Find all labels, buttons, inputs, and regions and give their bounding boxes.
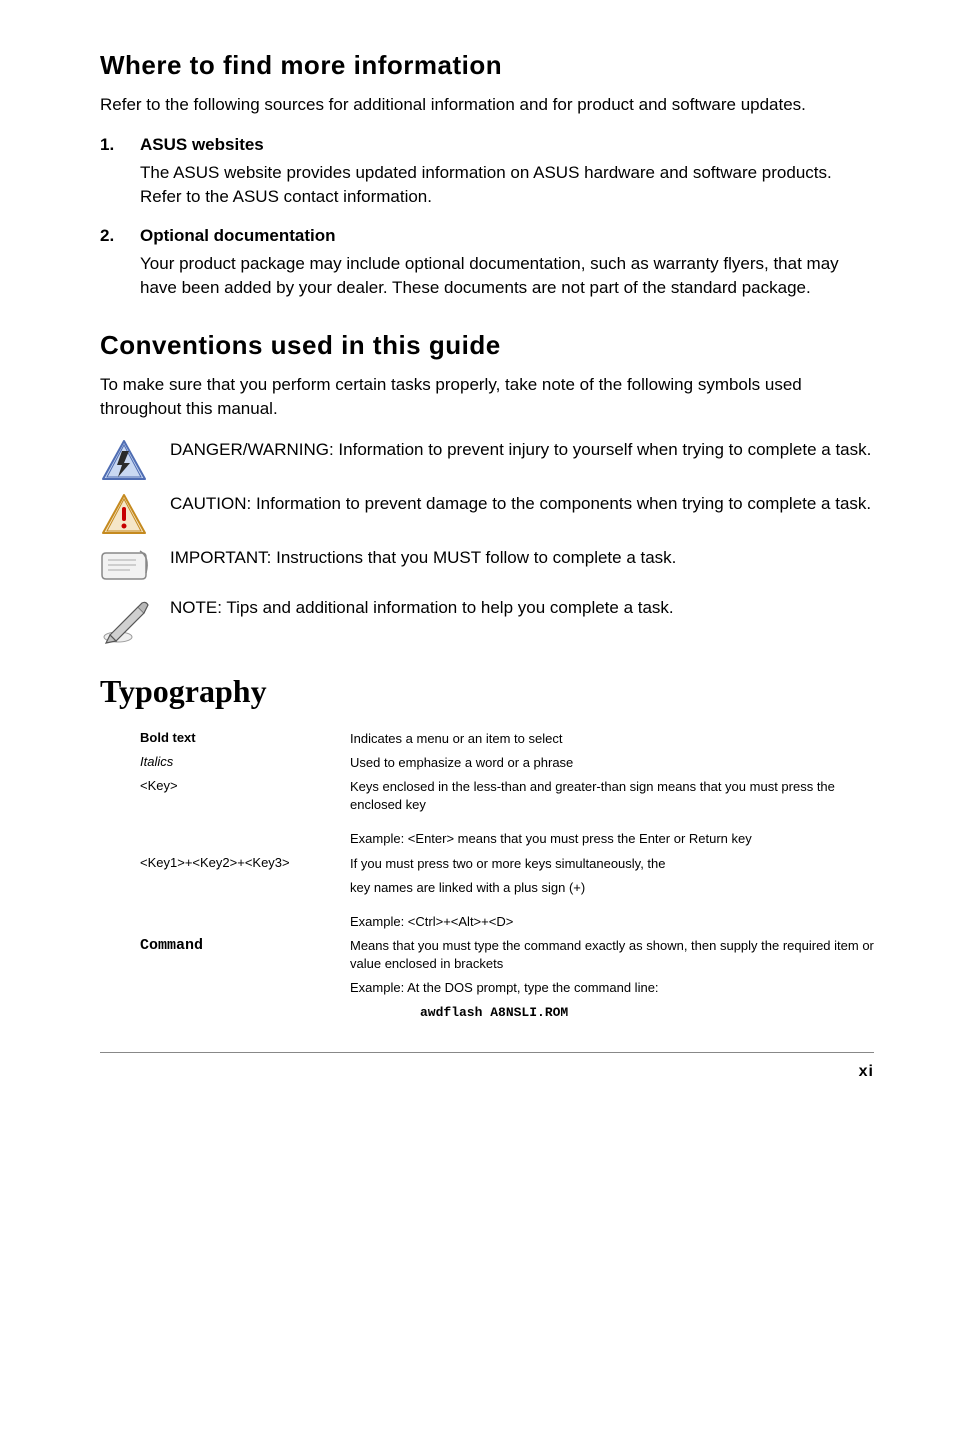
convention-row-caution: CAUTION: Information to prevent damage t… <box>100 493 874 537</box>
typography-table: Bold text Indicates a menu or an item to… <box>140 730 874 1022</box>
typo-label: Command <box>140 937 350 973</box>
heading-where: Where to find more information <box>100 50 874 81</box>
important-icon <box>100 547 170 587</box>
caution-icon <box>100 493 170 537</box>
item-title: Optional documentation <box>140 226 336 246</box>
convention-text: NOTE: Tips and additional information to… <box>170 597 874 620</box>
typo-row-command: Command Means that you must type the com… <box>140 937 874 973</box>
typo-desc: Example: <Enter> means that you must pre… <box>350 830 874 848</box>
footer-divider <box>100 1052 874 1053</box>
typo-label: Italics <box>140 754 350 772</box>
typo-desc: Example: <Ctrl>+<Alt>+<D> <box>350 913 874 931</box>
item-body: The ASUS website provides updated inform… <box>140 161 874 209</box>
item-num: 1. <box>100 135 140 155</box>
heading-conventions: Conventions used in this guide <box>100 330 874 361</box>
typo-label: Bold text <box>140 730 350 748</box>
typo-row-command-example: Example: At the DOS prompt, type the com… <box>140 979 874 997</box>
typo-desc: Indicates a menu or an item to select <box>350 730 874 748</box>
typo-desc: Used to emphasize a word or a phrase <box>350 754 874 772</box>
typo-label: <Key> <box>140 778 350 814</box>
typo-desc: Keys enclosed in the less-than and great… <box>350 778 874 814</box>
section-where: Where to find more information Refer to … <box>100 50 874 300</box>
typo-row-key: <Key> Keys enclosed in the less-than and… <box>140 778 874 814</box>
typo-desc: key names are linked with a plus sign (+… <box>350 879 874 897</box>
typo-code: awdflash A8NSLI.ROM <box>420 1004 874 1022</box>
convention-row-danger: DANGER/WARNING: Information to prevent i… <box>100 439 874 483</box>
typo-row-combo-example: Example: <Ctrl>+<Alt>+<D> <box>140 913 874 931</box>
typo-desc: Example: At the DOS prompt, type the com… <box>350 979 874 997</box>
heading-typography: Typography <box>100 673 874 710</box>
numbered-item-1: 1. ASUS websites <box>100 135 874 155</box>
convention-text: DANGER/WARNING: Information to prevent i… <box>170 439 874 462</box>
typo-label: <Key1>+<Key2>+<Key3> <box>140 855 350 873</box>
typo-row-bold: Bold text Indicates a menu or an item to… <box>140 730 874 748</box>
typo-row-combo2: key names are linked with a plus sign (+… <box>140 879 874 897</box>
convention-text: CAUTION: Information to prevent damage t… <box>170 493 874 516</box>
intro-conventions: To make sure that you perform certain ta… <box>100 373 874 421</box>
item-num: 2. <box>100 226 140 246</box>
typo-row-command-code: awdflash A8NSLI.ROM <box>140 1004 874 1022</box>
convention-row-note: NOTE: Tips and additional information to… <box>100 597 874 645</box>
item-body: Your product package may include optiona… <box>140 252 874 300</box>
note-icon <box>100 597 170 645</box>
typo-row-combo: <Key1>+<Key2>+<Key3> If you must press t… <box>140 855 874 873</box>
section-conventions: Conventions used in this guide To make s… <box>100 330 874 645</box>
typo-desc: If you must press two or more keys simul… <box>350 855 874 873</box>
intro-where: Refer to the following sources for addit… <box>100 93 874 117</box>
convention-row-important: IMPORTANT: Instructions that you MUST fo… <box>100 547 874 587</box>
typo-row-italic: Italics Used to emphasize a word or a ph… <box>140 754 874 772</box>
typo-desc: Means that you must type the command exa… <box>350 937 874 973</box>
item-title: ASUS websites <box>140 135 264 155</box>
convention-text: IMPORTANT: Instructions that you MUST fo… <box>170 547 874 570</box>
numbered-item-2: 2. Optional documentation <box>100 226 874 246</box>
typo-row-key-example: Example: <Enter> means that you must pre… <box>140 830 874 848</box>
page-number: xi <box>100 1063 874 1081</box>
danger-icon <box>100 439 170 483</box>
